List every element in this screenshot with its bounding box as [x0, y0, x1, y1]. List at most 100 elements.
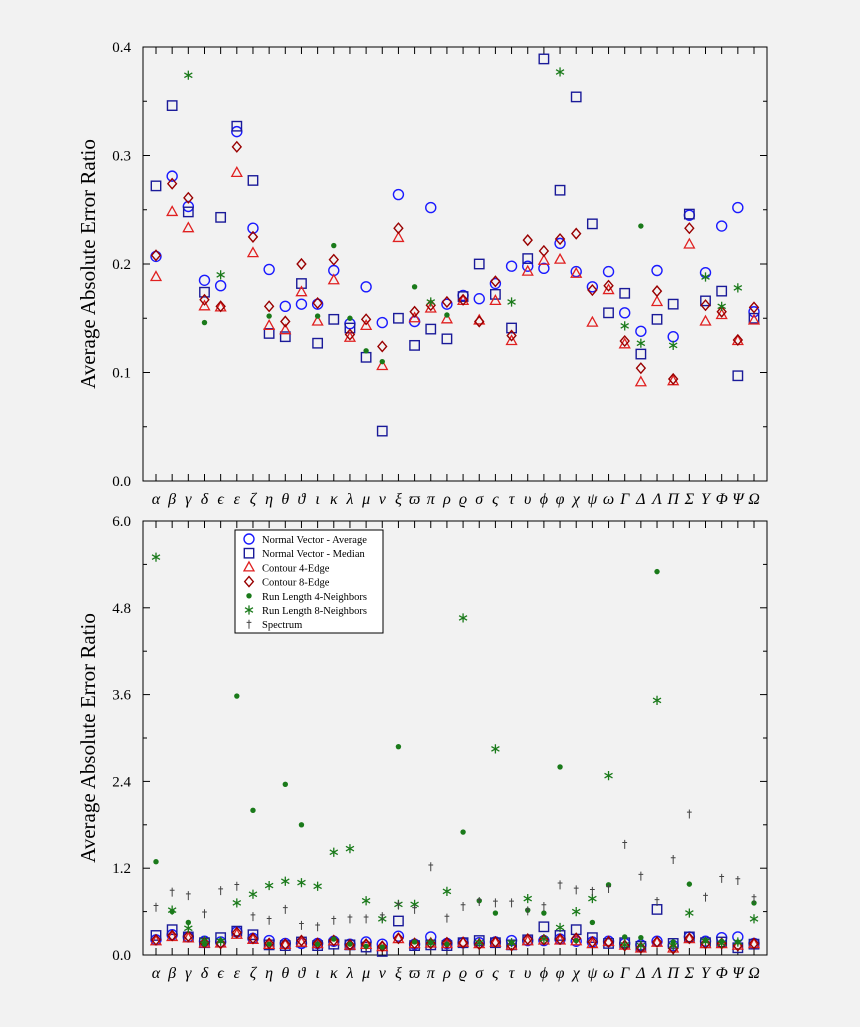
data-point	[456, 935, 470, 947]
data-point	[684, 222, 695, 235]
data-point	[441, 936, 453, 949]
data-point	[460, 829, 466, 835]
data-point	[214, 280, 227, 292]
data-point	[409, 937, 420, 950]
x-tick-label: β	[167, 491, 176, 508]
data-point	[719, 873, 725, 883]
data-point	[602, 265, 615, 278]
y-tick-label: 0.2	[112, 257, 131, 273]
data-point	[651, 313, 663, 325]
data-point	[683, 237, 696, 249]
data-point	[392, 231, 405, 243]
data-point	[587, 283, 598, 297]
data-point	[379, 944, 385, 950]
data-point	[328, 313, 340, 325]
legend-label: Run Length 4-Neighbors	[262, 592, 367, 603]
data-point	[457, 291, 469, 302]
data-point	[280, 938, 291, 951]
data-point	[263, 263, 275, 276]
x-tick-label: Σ	[684, 965, 695, 982]
x-tick-label: ϕ	[540, 491, 548, 508]
data-point	[441, 298, 453, 310]
data-point	[266, 313, 272, 319]
data-point	[491, 744, 500, 754]
data-point	[231, 925, 243, 937]
data-point	[586, 932, 598, 944]
data-point	[538, 262, 550, 275]
x-tick-label: ϵ	[217, 965, 224, 982]
data-point	[603, 935, 614, 949]
data-point	[489, 294, 502, 306]
data-point	[603, 307, 614, 319]
data-point	[150, 180, 162, 192]
data-point	[182, 200, 195, 213]
data-point	[442, 886, 452, 896]
data-point	[573, 937, 579, 944]
legend-box	[234, 529, 384, 634]
data-point	[602, 935, 615, 947]
data-point	[701, 272, 710, 282]
data-point	[393, 915, 404, 927]
data-point	[506, 329, 517, 342]
data-point	[392, 188, 405, 201]
data-point	[620, 321, 630, 331]
data-point	[166, 929, 178, 942]
x-tick-label: ω	[603, 491, 614, 508]
data-point	[683, 931, 695, 943]
data-point	[263, 319, 276, 330]
x-tick-label: Γ	[619, 491, 630, 508]
legend: Normal Vector - Average Normal Vector - M…	[234, 529, 384, 634]
data-point	[201, 319, 208, 326]
x-tick-label: ϖ	[409, 965, 421, 982]
data-point	[396, 900, 401, 910]
y-tick-label: 6.0	[112, 514, 131, 530]
data-point	[522, 253, 534, 264]
x-tick-label: γ	[185, 965, 192, 982]
data-point	[247, 222, 259, 234]
data-point	[619, 334, 630, 348]
data-point	[636, 940, 646, 951]
y-tick-label: 0.0	[112, 474, 131, 490]
x-tick-label: Π	[666, 491, 680, 508]
data-point	[198, 274, 211, 286]
data-point	[149, 270, 163, 282]
data-point	[749, 914, 759, 924]
data-point	[296, 278, 307, 289]
y-axis-title: Average Absolute Error Ratio	[76, 139, 100, 389]
x-tick-label: φ	[556, 965, 565, 982]
legend-marker	[246, 619, 252, 629]
x-tick-label: ζ	[250, 965, 258, 982]
data-point	[554, 237, 566, 250]
x-tick-label: κ	[330, 965, 338, 982]
data-point	[247, 932, 259, 945]
data-point	[635, 941, 647, 954]
data-point	[215, 300, 226, 313]
data-point	[182, 206, 194, 218]
series-square	[150, 53, 760, 437]
x-tick-label: ϱ	[459, 491, 467, 508]
data-point	[444, 312, 450, 318]
x-tick-label: ϑ	[298, 491, 307, 508]
data-point	[344, 328, 356, 341]
data-point	[538, 921, 550, 933]
data-point	[230, 166, 243, 178]
x-tick-label: ϖ	[409, 491, 421, 508]
x-tick-label: τ	[509, 491, 516, 508]
data-point	[636, 338, 646, 348]
x-tick-label: τ	[509, 965, 516, 982]
data-point	[493, 898, 498, 908]
y-tick-label: 1.2	[112, 861, 131, 877]
data-point	[490, 275, 501, 288]
x-tick-label: π	[427, 965, 436, 982]
data-point	[311, 298, 324, 310]
x-tick-label: Φ	[716, 491, 728, 508]
plot-frame	[142, 46, 768, 482]
legend-marker	[246, 593, 252, 599]
legend-marker	[243, 575, 255, 588]
data-point	[554, 933, 566, 946]
data-point	[667, 372, 679, 386]
data-point	[670, 855, 676, 865]
data-point	[282, 781, 288, 787]
data-point	[199, 286, 210, 298]
